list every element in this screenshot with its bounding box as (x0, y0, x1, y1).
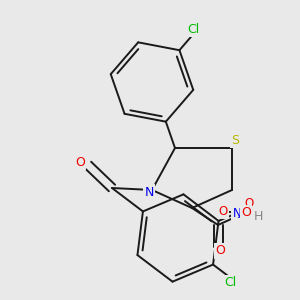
Text: O: O (244, 196, 253, 210)
Text: O: O (218, 205, 228, 218)
Text: O: O (75, 155, 85, 169)
Text: N: N (144, 185, 154, 199)
Text: +: + (236, 213, 243, 222)
Text: Cl: Cl (188, 23, 200, 36)
Text: O: O (215, 244, 225, 257)
Text: H: H (253, 211, 263, 224)
Text: O: O (241, 206, 251, 220)
Text: Cl: Cl (224, 276, 237, 290)
Text: −: − (251, 205, 259, 215)
Text: S: S (231, 134, 239, 146)
Text: N: N (232, 207, 242, 220)
